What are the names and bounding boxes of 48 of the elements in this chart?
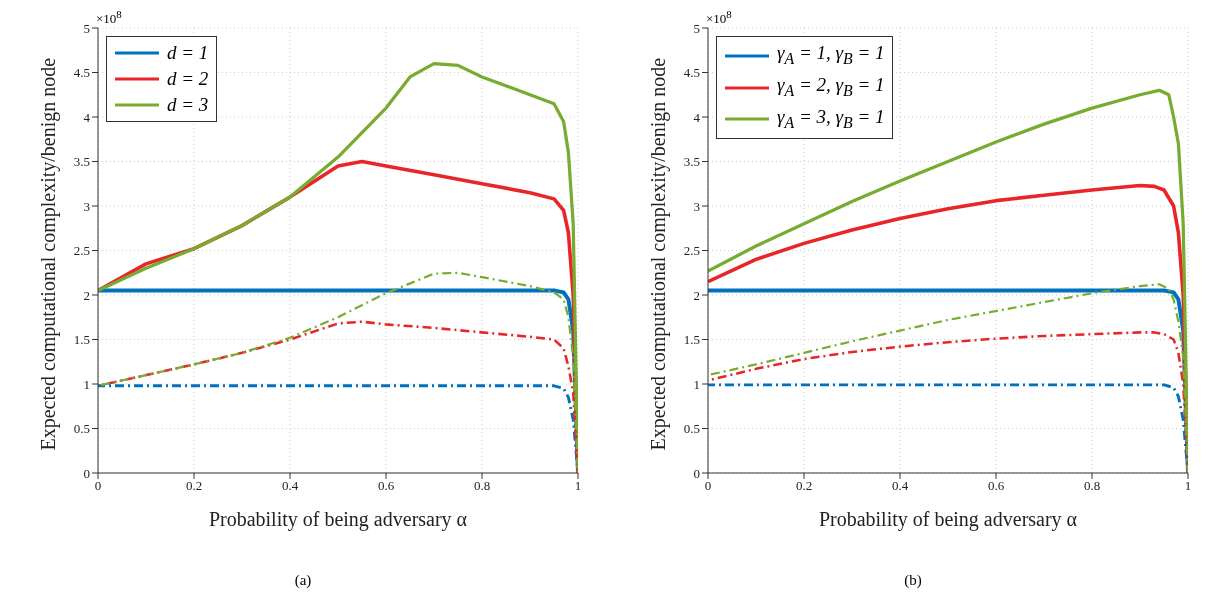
text: ×10$^{8}$ (706, 8, 732, 28)
y-tick-label: 1.5 (73, 332, 90, 348)
text: ×10$^{8}$ (96, 8, 122, 28)
y-tick-label: 0.5 (73, 421, 90, 437)
y-tick-label: 5 (83, 20, 90, 36)
y-tick-label: 2.5 (73, 243, 90, 259)
legend-label: d = 3 (167, 93, 209, 117)
legend-label: γ$_{A}$ = 3, γ$_{B}$ = 1 (777, 104, 885, 133)
x-tick-label: 0.8 (1083, 478, 1101, 494)
legend-label: d = 2 (167, 67, 209, 91)
y-tick-label: 0 (693, 465, 700, 481)
x-axis-title: Probability of being adversary α (818, 508, 1078, 531)
y-tick-label: 4.5 (73, 65, 90, 81)
x-tick-label: 0.2 (185, 478, 203, 494)
legend-label: γ$_{A}$ = 1, γ$_{B}$ = 1 (777, 41, 885, 69)
y-tick-label: 4 (693, 109, 701, 125)
y-tick-label: 3.5 (683, 154, 700, 170)
y-tick-label: 2 (83, 287, 90, 303)
x-tick-label: 0 (704, 478, 712, 494)
y-tick-label: 3 (693, 198, 700, 214)
y-tick-label: 3 (83, 198, 90, 214)
x-tick-label: 0.2 (795, 478, 813, 494)
y-tick-label: 0 (83, 465, 90, 481)
y-tick-label: 2.5 (683, 243, 700, 259)
y-tick-label: 4.5 (683, 65, 700, 81)
text: (a) (293, 572, 313, 589)
x-tick-label: 1 (574, 478, 582, 494)
y-tick-label: 4 (83, 109, 91, 125)
x-tick-label: 0 (94, 478, 102, 494)
x-tick-label: 0.4 (281, 478, 299, 494)
y-tick-label: 1 (83, 376, 90, 392)
x-tick-label: 0.8 (473, 478, 491, 494)
y-axis-title: Expected computational complexity/benign node (647, 57, 671, 451)
y-axis-title: Expected computational complexity/benign node (37, 57, 61, 451)
x-tick-label: 0.4 (891, 478, 909, 494)
y-tick-label: 5 (693, 20, 700, 36)
y-tick-label: 1 (693, 376, 700, 392)
y-tick-label: 2 (693, 287, 700, 303)
y-tick-label: 0.5 (683, 421, 700, 437)
x-tick-label: 1 (1184, 478, 1192, 494)
x-tick-label: 0.6 (377, 478, 395, 494)
text: (b) (903, 572, 923, 589)
x-tick-label: 0.6 (987, 478, 1005, 494)
y-tick-label: 1.5 (683, 332, 700, 348)
legend-label: d = 1 (167, 41, 209, 65)
x-axis-title: Probability of being adversary α (208, 508, 468, 531)
legend-label: γ$_{A}$ = 2, γ$_{B}$ = 1 (777, 72, 885, 101)
y-tick-label: 3.5 (73, 154, 90, 170)
